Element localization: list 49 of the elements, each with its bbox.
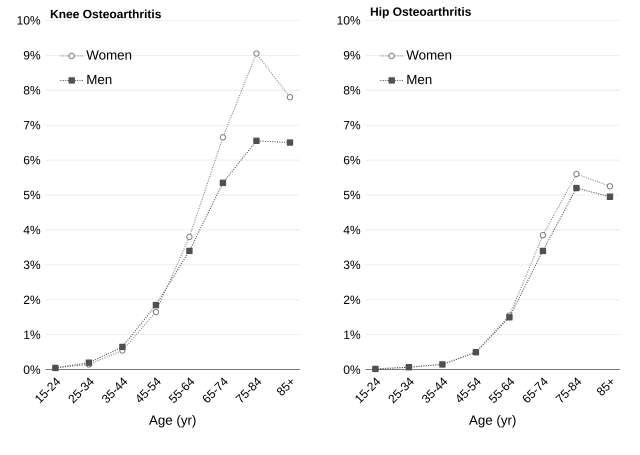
y-tick-label: 5%	[344, 190, 360, 200]
point	[186, 234, 193, 240]
chart-title: Knee Osteoarthritis	[50, 9, 161, 18]
y-tick-label: 5%	[24, 190, 40, 200]
point	[220, 134, 226, 141]
x-axis-title: Age (yr)	[148, 415, 196, 428]
point	[253, 138, 260, 144]
legend-label: Women	[406, 50, 452, 60]
y-tick-label: 8%	[24, 86, 40, 94]
y-tick-label: 1%	[24, 330, 40, 339]
chart-title: Hip Osteoarthritis	[370, 7, 471, 18]
legend-label: Men	[87, 74, 112, 84]
y-tick-label: 0%	[344, 365, 360, 374]
y-tick-label: 4%	[344, 226, 360, 234]
point	[152, 308, 160, 316]
point	[540, 232, 546, 238]
y-tick-label: 3%	[24, 260, 40, 270]
y-tick-label: 6%	[344, 156, 360, 164]
point	[286, 94, 294, 100]
y-tick-label: 8%	[344, 86, 360, 94]
y-tick-label: 1%	[344, 330, 360, 339]
y-tick-label: 9%	[24, 51, 40, 60]
legend-label: Men	[407, 74, 432, 84]
point	[573, 170, 580, 178]
y-tick-label: 7%	[344, 120, 360, 130]
y-tick-label: 7%	[24, 120, 40, 130]
y-tick-label: 9%	[344, 51, 360, 60]
x-tick-label: 85+	[276, 380, 293, 396]
point	[152, 302, 160, 308]
legend-label: Women	[86, 50, 132, 60]
point	[186, 248, 193, 254]
point	[606, 194, 614, 200]
point	[606, 183, 614, 190]
x-axis-title: Age (yr)	[468, 415, 516, 428]
y-tick-label: 6%	[24, 156, 40, 164]
y-tick-label: 2%	[24, 296, 40, 304]
y-tick-label: 10%	[338, 16, 360, 25]
point	[220, 180, 226, 186]
y-tick-label: 0%	[24, 365, 40, 374]
x-tick-label: 85+	[596, 380, 613, 396]
point	[286, 139, 294, 146]
y-tick-label: 3%	[344, 260, 360, 270]
point	[253, 50, 260, 57]
y-tick-label: 2%	[344, 296, 360, 304]
point	[119, 344, 126, 350]
y-tick-label: 4%	[24, 226, 40, 234]
point	[540, 248, 546, 254]
point	[573, 184, 580, 192]
y-tick-label: 10%	[18, 16, 40, 25]
